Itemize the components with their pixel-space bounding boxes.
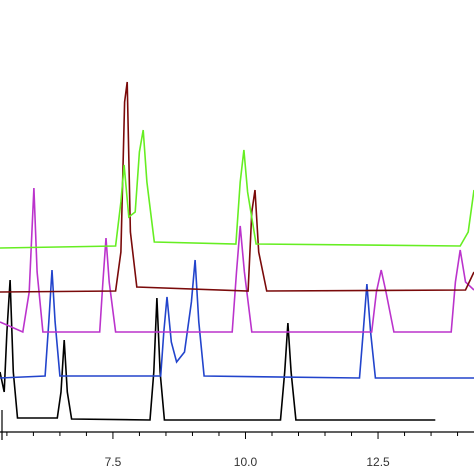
trace xyxy=(0,81,474,293)
trace xyxy=(0,279,436,421)
trace xyxy=(0,187,474,334)
x-tick-label: 12.5 xyxy=(366,455,390,469)
x-tick-label: 7.5 xyxy=(105,455,122,469)
trace xyxy=(0,129,474,249)
x-tick-label: 10.0 xyxy=(234,455,258,469)
trace xyxy=(0,259,474,379)
